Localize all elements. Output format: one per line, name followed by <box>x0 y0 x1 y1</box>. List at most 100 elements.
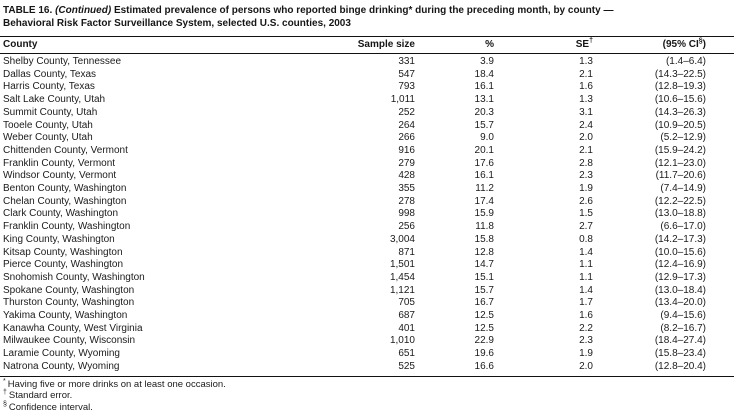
cell-sample-size: 793 <box>398 81 415 93</box>
cell-percent: 14.7 <box>474 259 494 271</box>
cell-se: 2.8 <box>579 157 593 169</box>
cell-se: 1.5 <box>579 208 593 220</box>
cell-percent: 16.7 <box>474 297 494 309</box>
cell-sample-size: 651 <box>398 348 415 360</box>
cell-percent: 9.0 <box>480 132 494 144</box>
cell-sample-size: 998 <box>398 208 415 220</box>
cell-ci: (15.9–24.2) <box>654 144 706 156</box>
cell-ci: (13.4–20.0) <box>654 297 706 309</box>
table-row: Summit County, Utah 252 20.3 3.1 (14.3–26.3) <box>0 107 734 120</box>
cell-percent: 15.8 <box>474 233 494 245</box>
cell-ci: (10.0–15.6) <box>654 246 706 258</box>
cell-county: Salt Lake County, Utah <box>3 94 106 106</box>
footnote-binge-definition: * Having five or more drinks on at least … <box>3 377 226 390</box>
cell-sample-size: 1,010 <box>389 335 415 347</box>
table-header-row: County Sample size % SE† (95% CI§) <box>0 36 734 54</box>
cell-sample-size: 279 <box>398 157 415 169</box>
cell-county: Weber County, Utah <box>3 132 93 144</box>
cell-county: Franklin County, Washington <box>3 221 131 233</box>
cell-se: 2.6 <box>579 195 593 207</box>
cell-ci: (14.3–26.3) <box>654 106 706 118</box>
column-header-percent: % <box>485 39 494 50</box>
cell-sample-size: 1,121 <box>389 284 415 296</box>
footnotes: * Having five or more drinks on at least … <box>0 377 737 414</box>
cell-se: 2.3 <box>579 170 593 182</box>
cell-county: Chelan County, Washington <box>3 195 127 207</box>
dagger-footnote-marker: † <box>589 37 593 45</box>
cell-sample-size: 266 <box>398 132 415 144</box>
column-header-county: County <box>3 39 38 50</box>
cell-sample-size: 331 <box>398 56 415 67</box>
cell-percent: 15.7 <box>474 119 494 131</box>
cell-se: 1.7 <box>579 297 593 309</box>
asterisk-footnote-marker: * <box>3 377 6 385</box>
table-row: Spokane County, Washington 1,121 15.7 1.4 (1… <box>0 285 734 298</box>
cell-sample-size: 3,004 <box>389 233 415 245</box>
cell-county: Snohomish County, Washington <box>3 271 145 283</box>
cell-sample-size: 1,011 <box>390 94 415 106</box>
cell-percent: 16.1 <box>474 81 494 93</box>
cell-county: Benton County, Washington <box>3 183 127 195</box>
table-row: Clark County, Washington 998 15.9 1.5 (13.0–… <box>0 208 734 221</box>
cell-ci: (5.2–12.9) <box>660 132 706 144</box>
table-row: Chelan County, Washington 278 17.4 2.6 (12.2… <box>0 196 734 209</box>
cell-percent: 16.1 <box>474 170 494 182</box>
table-row: Thurston County, Washington 705 16.7 1.7 (13… <box>0 297 734 310</box>
cell-percent: 12.5 <box>474 310 494 322</box>
cell-ci: (14.3–22.5) <box>654 68 706 80</box>
cell-ci: (13.0–18.4) <box>654 284 706 296</box>
table-title-line1: TABLE 16. (Continued) Estimated prevalen… <box>3 4 737 17</box>
cell-percent: 19.6 <box>474 348 494 360</box>
cell-se: 2.0 <box>579 360 593 372</box>
table-row: Tooele County, Utah 264 15.7 2.4 (10.9–20.5) <box>0 120 734 133</box>
cell-ci: (14.2–17.3) <box>654 233 706 245</box>
table-body: Shelby County, Tennessee 331 3.9 1.3 (1.4–6.… <box>0 54 734 377</box>
cell-sample-size: 264 <box>398 119 415 131</box>
table-row: Milwaukee County, Wisconsin 1,010 22.9 2.3 (… <box>0 335 734 348</box>
table-row: Harris County, Texas 793 16.1 1.6 (12.8–19.3… <box>0 81 734 94</box>
cell-percent: 16.6 <box>474 360 494 372</box>
cell-se: 1.3 <box>579 94 593 106</box>
cell-se: 1.4 <box>579 246 593 258</box>
table-row: Kanawha County, West Virginia 401 12.5 2.2 (… <box>0 323 734 336</box>
cell-county: Shelby County, Tennessee <box>3 56 122 67</box>
cell-percent: 12.8 <box>474 246 494 258</box>
table-row: Franklin County, Washington 256 11.8 2.7 (6.… <box>0 221 734 234</box>
cell-ci: (13.0–18.8) <box>654 208 706 220</box>
cell-ci: (12.4–16.9) <box>654 259 706 271</box>
cell-ci: (12.8–19.3) <box>654 81 706 93</box>
cell-percent: 20.1 <box>474 144 494 156</box>
cell-sample-size: 547 <box>398 68 415 80</box>
cell-se: 2.7 <box>579 221 593 233</box>
cell-county: Milwaukee County, Wisconsin <box>3 335 136 347</box>
cell-sample-size: 256 <box>398 221 415 233</box>
cell-sample-size: 525 <box>398 360 415 372</box>
cell-ci: (9.4–15.6) <box>660 310 706 322</box>
table-title: TABLE 16. (Continued) Estimated prevalen… <box>0 4 737 30</box>
cell-ci: (1.4–6.4) <box>665 56 706 67</box>
cell-county: Thurston County, Washington <box>3 297 135 309</box>
cell-sample-size: 705 <box>398 297 415 309</box>
cell-sample-size: 428 <box>398 170 415 182</box>
cell-ci: (8.2–16.7) <box>660 322 706 334</box>
cell-sample-size: 687 <box>398 310 415 322</box>
cell-county: Kitsap County, Washington <box>3 246 123 258</box>
cell-county: Dallas County, Texas <box>3 68 97 80</box>
cell-county: King County, Washington <box>3 233 115 245</box>
cell-se: 2.0 <box>579 132 593 144</box>
table-row: Windsor County, Vermont 428 16.1 2.3 (11.7–2… <box>0 170 734 183</box>
cell-se: 2.3 <box>579 335 593 347</box>
cell-county: Windsor County, Vermont <box>3 170 117 182</box>
cell-county: Clark County, Washington <box>3 208 119 220</box>
cell-percent: 15.7 <box>474 284 494 296</box>
cell-county: Kanawha County, West Virginia <box>3 322 143 334</box>
table-title-text: Estimated prevalence of persons who repo… <box>113 5 614 16</box>
table-row: King County, Washington 3,004 15.8 0.8 (14.2… <box>0 234 734 247</box>
table-row: Franklin County, Vermont 279 17.6 2.8 (12.1–… <box>0 158 734 171</box>
cell-percent: 17.6 <box>474 157 494 169</box>
cell-se: 1.1 <box>579 259 593 271</box>
cell-county: Franklin County, Vermont <box>3 157 116 169</box>
cell-percent: 17.4 <box>474 195 494 207</box>
cell-sample-size: 355 <box>398 183 415 195</box>
cell-county: Pierce County, Washington <box>3 259 124 271</box>
